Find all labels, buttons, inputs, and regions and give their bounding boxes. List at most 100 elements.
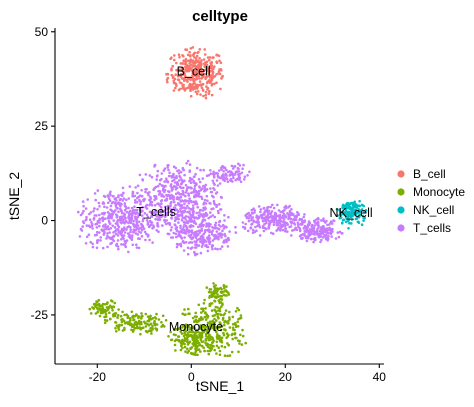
- data-point: [154, 195, 158, 198]
- data-point: [152, 225, 155, 229]
- data-point: [169, 183, 173, 186]
- data-point: [204, 90, 208, 94]
- data-point: [184, 57, 188, 61]
- data-point: [277, 209, 281, 212]
- data-point: [172, 165, 176, 168]
- data-point: [125, 239, 129, 242]
- data-point: [135, 200, 139, 204]
- data-point: [206, 335, 210, 339]
- data-point: [239, 180, 243, 184]
- data-point: [225, 177, 229, 181]
- data-point: [187, 325, 190, 329]
- data-point: [303, 213, 306, 216]
- data-point: [137, 230, 141, 233]
- data-point: [364, 209, 368, 212]
- data-point: [140, 189, 143, 192]
- data-point: [188, 62, 191, 65]
- data-point: [189, 233, 193, 237]
- data-point: [194, 202, 197, 205]
- data-point: [192, 70, 196, 73]
- data-point: [363, 216, 367, 220]
- data-point: [258, 234, 262, 237]
- data-point: [255, 215, 258, 219]
- data-point: [132, 230, 135, 234]
- data-point: [228, 316, 231, 319]
- data-point: [319, 240, 322, 244]
- data-point: [205, 223, 209, 226]
- data-point: [173, 54, 176, 57]
- data-point: [218, 340, 222, 343]
- data-point: [302, 215, 306, 219]
- data-point: [164, 211, 168, 215]
- data-point: [127, 206, 130, 210]
- data-point: [201, 218, 205, 222]
- data-point: [208, 201, 211, 205]
- data-point: [186, 65, 189, 69]
- data-point: [201, 177, 205, 180]
- data-point: [222, 333, 226, 337]
- data-point: [191, 46, 195, 49]
- data-point: [186, 343, 190, 346]
- data-point: [226, 354, 229, 358]
- data-point: [231, 173, 235, 176]
- data-point: [171, 64, 174, 68]
- data-point: [193, 182, 197, 185]
- data-point: [175, 176, 178, 180]
- data-point: [189, 241, 192, 244]
- data-point: [148, 174, 152, 177]
- data-point: [215, 205, 218, 208]
- data-point: [195, 166, 199, 170]
- data-point: [165, 198, 168, 201]
- data-point: [241, 334, 245, 338]
- data-point: [207, 240, 210, 243]
- data-point: [189, 225, 192, 229]
- data-point: [222, 227, 226, 230]
- data-point: [250, 216, 253, 220]
- data-point: [207, 174, 211, 177]
- data-point: [138, 194, 142, 197]
- data-point: [226, 291, 230, 295]
- data-point: [117, 247, 120, 251]
- data-point: [158, 216, 161, 220]
- data-point: [180, 62, 184, 65]
- data-point: [211, 179, 215, 183]
- data-point: [156, 218, 160, 222]
- data-point: [200, 344, 204, 348]
- data-point: [139, 322, 142, 325]
- data-point: [220, 76, 224, 79]
- data-point: [206, 68, 210, 71]
- data-point: [191, 316, 195, 320]
- data-point: [326, 236, 329, 239]
- data-point: [204, 328, 208, 332]
- data-point: [205, 325, 208, 329]
- data-point: [181, 206, 184, 209]
- data-point: [174, 227, 178, 230]
- data-point: [257, 205, 261, 208]
- data-point: [210, 82, 214, 86]
- data-point: [216, 247, 219, 251]
- data-point: [270, 231, 273, 235]
- data-point: [211, 226, 214, 229]
- data-point: [120, 323, 123, 327]
- data-point: [201, 209, 205, 212]
- data-point: [160, 208, 163, 212]
- data-point: [119, 202, 122, 205]
- data-point: [174, 86, 177, 90]
- data-point: [219, 166, 223, 170]
- data-point: [195, 194, 199, 198]
- data-point: [200, 331, 204, 335]
- data-point: [220, 344, 224, 348]
- data-point: [317, 220, 320, 224]
- data-point: [174, 192, 178, 196]
- data-point: [358, 210, 362, 213]
- data-point: [172, 231, 175, 235]
- data-point: [150, 213, 154, 217]
- data-point: [207, 72, 211, 75]
- data-point: [231, 167, 235, 170]
- data-point: [259, 210, 262, 214]
- data-point: [138, 237, 141, 240]
- data-point: [203, 198, 207, 202]
- data-point: [133, 225, 136, 228]
- data-point: [141, 314, 144, 318]
- data-point: [353, 200, 357, 204]
